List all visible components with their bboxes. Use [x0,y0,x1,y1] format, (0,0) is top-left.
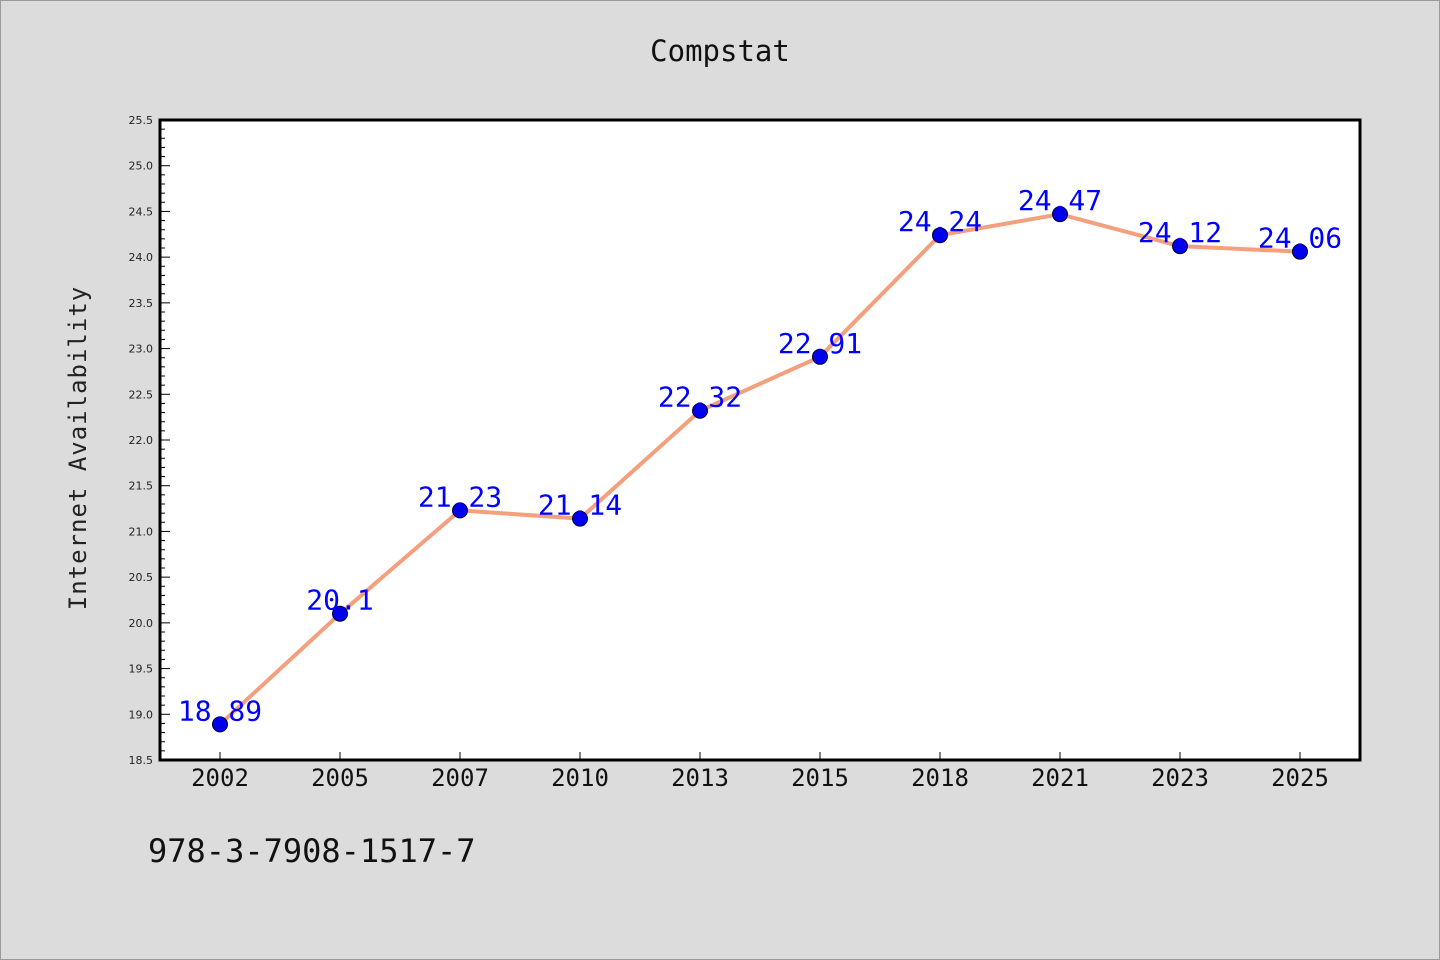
y-tick-label: 21.0 [129,525,154,538]
data-point [212,716,228,733]
y-tick-label: 20.0 [129,617,154,630]
x-tick-label: 2007 [431,764,489,792]
y-axis: 18.5 19.0 19.5 20.0 20.5 21.0 21.5 22.0 22.5 23.0… [129,114,170,767]
data-point [1172,238,1188,255]
y-tick-label: 25.0 [129,160,154,173]
data-label: 24.47 [1018,184,1102,217]
data-point [572,510,588,527]
data-point [692,402,708,419]
data-point [932,227,948,244]
x-tick-label: 2015 [791,764,849,792]
data-label: 21.14 [538,489,622,522]
x-tick-label: 2010 [551,764,609,792]
y-tick-label: 21.5 [129,480,154,493]
data-labels: 18.89 20.1 21.23 21.14 22.32 22.91 24.24 24.47 2… [178,184,1342,727]
y-tick-label: 20.5 [129,571,154,584]
y-tick-label: 24.0 [129,251,154,264]
data-label: 24.06 [1258,222,1342,255]
y-tick-label: 24.5 [129,205,154,218]
data-label: 20.1 [306,584,373,617]
data-label: 24.12 [1138,216,1222,249]
data-point [812,348,828,365]
chart-title: Compstat [650,34,790,68]
series-line-group [212,206,1308,733]
x-tick-label: 2023 [1151,764,1209,792]
data-label: 22.91 [778,327,862,360]
x-axis: 2002 2005 2007 2010 2013 2015 2018 2021 2023 2025 [191,752,1329,792]
y-tick-label: 19.5 [129,663,154,676]
footer-code: 978-3-7908-1517-7 [148,832,476,870]
data-label: 24.24 [898,205,982,238]
data-point [1052,206,1068,223]
plot-area [158,118,1362,762]
x-tick-label: 2005 [311,764,369,792]
y-tick-label: 23.0 [129,343,154,356]
y-tick-label: 22.0 [129,434,154,447]
x-tick-label: 2025 [1271,764,1329,792]
data-point [1292,243,1308,260]
data-label: 22.32 [658,381,742,414]
data-point [452,502,468,519]
data-label: 18.89 [178,694,262,727]
y-tick-label: 22.5 [129,388,154,401]
x-tick-label: 2013 [671,764,729,792]
y-tick-label: 19.0 [129,708,154,721]
y-tick-label: 18.5 [129,754,154,767]
x-tick-label: 2018 [911,764,969,792]
y-tick-label: 23.5 [129,297,154,310]
x-tick-label: 2021 [1031,764,1089,792]
data-point [332,605,348,622]
y-tick-label: 25.5 [129,114,154,127]
x-tick-label: 2002 [191,764,249,792]
series-line [218,212,1301,726]
data-label: 21.23 [418,480,502,513]
